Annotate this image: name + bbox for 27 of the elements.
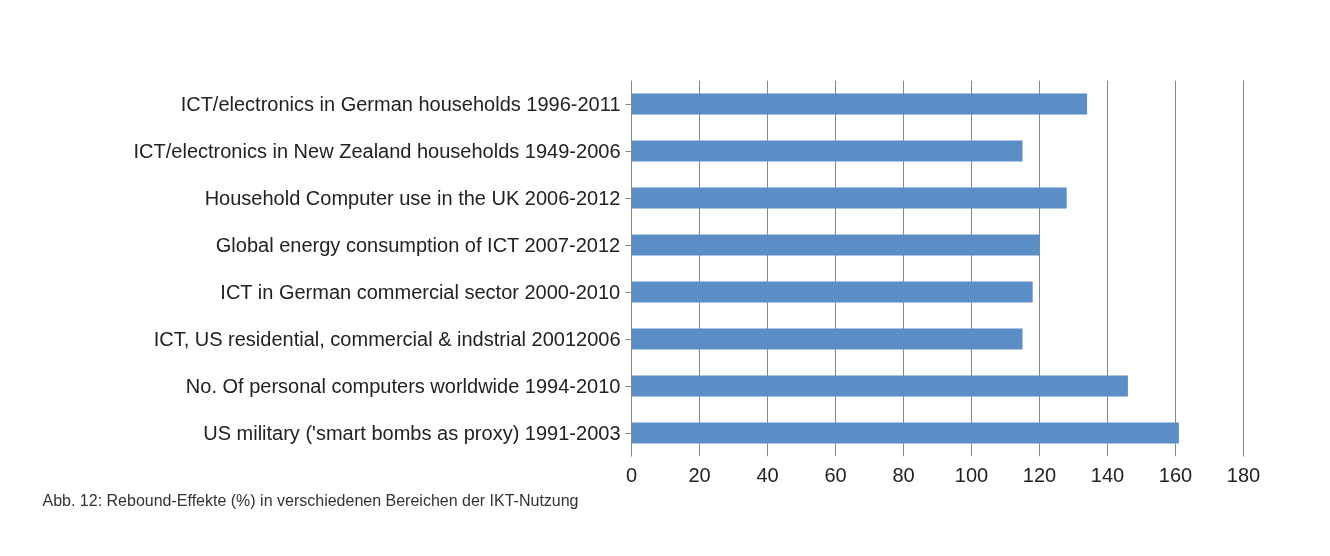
y-tick-label: No. Of personal computers worldwide 1994-2010 — [185, 375, 621, 397]
y-tick-label: ICT/electronics in German households 1996-2011 — [180, 93, 621, 115]
caption: Abb. 12: Rebound-Effekte (%) in verschiedenen Bereichen der IKT-Nutzung — [42, 491, 579, 509]
y-tick-label: Global energy consumption of ICT 2007-2012 — [215, 234, 621, 256]
bar — [631, 281, 1033, 303]
bar — [631, 93, 1088, 115]
x-tick-label: 80 — [892, 463, 915, 486]
x-tick-label: 140 — [1090, 463, 1125, 486]
y-tick-label: US military ('smart bombs as proxy) 1991-2003 — [203, 422, 621, 444]
bar — [631, 422, 1179, 444]
x-tick-label: 100 — [954, 463, 989, 486]
bar — [631, 234, 1040, 256]
y-tick-label: ICT in German commercial sector 2000-2010 — [220, 281, 621, 303]
y-tick-label: ICT, US residential, commercial & indstrial 20012006 — [153, 328, 621, 350]
x-tick-label: 60 — [824, 463, 847, 486]
bar — [631, 187, 1067, 209]
y-tick-label: Household Computer use in the UK 2006-2012 — [204, 187, 621, 209]
y-tick-label: ICT/electronics in New Zealand households 1949-2006 — [133, 140, 621, 162]
x-tick-label: 120 — [1022, 463, 1057, 486]
bar — [631, 328, 1023, 350]
x-tick-label: 40 — [756, 463, 779, 486]
bar — [631, 375, 1128, 397]
x-tick-label: 180 — [1226, 463, 1261, 486]
bar — [631, 140, 1023, 162]
x-tick-label: 160 — [1158, 463, 1193, 486]
x-tick-label: 0 — [625, 463, 638, 486]
x-tick-label: 20 — [688, 463, 711, 486]
